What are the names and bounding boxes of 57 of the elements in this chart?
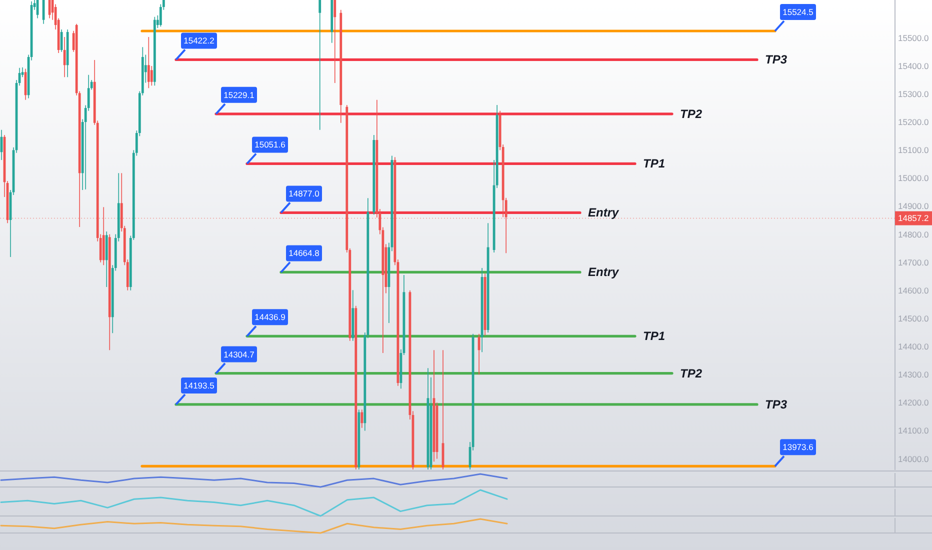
y-tick-label: 14400.0 <box>898 342 929 352</box>
annotation: 14664.8 <box>288 248 320 258</box>
candlestick <box>360 410 364 428</box>
ref-line-label: 15524.5 <box>782 6 814 17</box>
y-tick-label: 14600.0 <box>898 285 929 296</box>
ref-line-label: 14857.2 <box>898 213 929 224</box>
candlestick <box>478 334 480 375</box>
ref-line-label: TP1 <box>643 329 666 344</box>
candlestick <box>352 290 354 341</box>
y-tick-label: 15000.0 <box>898 173 929 184</box>
candlestick <box>60 29 63 52</box>
candlestick <box>66 29 69 78</box>
y-tick-label: 14500.0 <box>898 313 929 324</box>
ref-line-label: TP3 <box>765 52 788 67</box>
y-tick-label: 15200.0 <box>898 117 929 128</box>
ref-line-label: Entry <box>588 206 620 220</box>
candlestick <box>334 0 336 84</box>
annotation: 14877.0 <box>288 188 320 199</box>
y-tick-label: 14900.0 <box>898 201 929 212</box>
candlestick <box>102 207 105 266</box>
y-tick-label: 14200.0 <box>898 398 929 408</box>
ref-line-label: TP3 <box>765 397 788 412</box>
y-tick-label: 14300.0 <box>898 370 929 380</box>
ref-line-label: TP2 <box>680 366 702 380</box>
candlestick <box>372 134 376 215</box>
annotation: 15422.2 <box>184 36 215 46</box>
candlestick <box>358 410 360 470</box>
y-tick-label: 14700.0 <box>898 257 929 268</box>
candlestick <box>63 37 66 78</box>
y-tick-label: 14000.0 <box>898 454 929 464</box>
y-tick-label: 15500.0 <box>898 32 929 43</box>
y-tick-label: 14100.0 <box>898 426 929 436</box>
y-tick-label: 14800.0 <box>898 229 929 240</box>
annotation: 14304.7 <box>224 349 255 360</box>
candlestick <box>105 231 108 288</box>
ref-line-label: Entry <box>588 265 620 280</box>
candlestick <box>318 0 322 130</box>
annotation: 15051.6 <box>254 140 286 150</box>
candlestick <box>0 130 3 160</box>
candlestick <box>354 306 358 470</box>
ref-line-label: TP2 <box>680 106 702 121</box>
candlestick <box>340 10 342 123</box>
ref-line-label: TP1 <box>643 156 666 171</box>
annotation: 14193.5 <box>184 380 215 390</box>
candlestick <box>108 234 111 350</box>
ref-line-label: 13973.6 <box>782 442 814 452</box>
y-tick-label: 15100.0 <box>898 145 929 156</box>
y-tick-label: 15400.0 <box>898 60 929 71</box>
annotation: 14436.9 <box>254 312 286 322</box>
annotation: 15229.1 <box>224 90 255 100</box>
candlestick <box>442 350 444 470</box>
candlestick <box>330 0 334 43</box>
candlestick <box>432 350 436 462</box>
y-tick-label: 15300.0 <box>898 88 929 99</box>
candlestick <box>159 4 162 27</box>
candlestick <box>48 0 51 18</box>
candlestick <box>153 16 156 86</box>
